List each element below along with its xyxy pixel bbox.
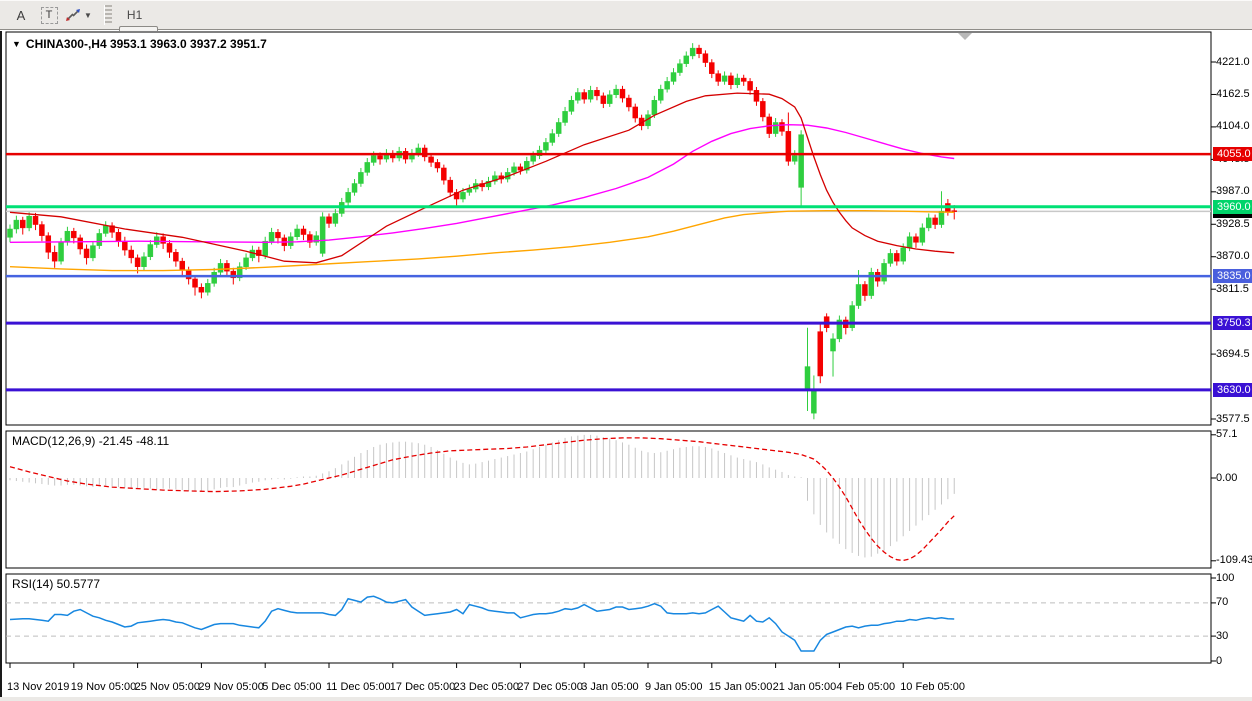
- date-axis-label: 3 Jan 05:00: [581, 681, 639, 693]
- date-axis-label: 25 Nov 05:00: [134, 681, 201, 693]
- chart-canvas[interactable]: [2, 31, 1252, 701]
- rsi-axis-label-100: 100: [1216, 571, 1235, 584]
- rsi-axis-label-0: 0: [1216, 654, 1223, 667]
- date-axis-label: 21 Jan 05:00: [772, 681, 837, 693]
- chart-window: ▼ CHINA300-,H4 3953.1 3963.0 3937.2 3951.…: [0, 31, 1252, 701]
- rsi-axis-label-70: 70: [1216, 596, 1229, 609]
- macd-axis-label--109.43: -109.43: [1216, 554, 1252, 567]
- ma-mid-magenta-line: [9, 123, 955, 244]
- text-tool-button[interactable]: T: [36, 3, 62, 27]
- rsi-panel-frame[interactable]: [5, 573, 1212, 664]
- price-axis-label-4221.0: 4221.0: [1216, 55, 1250, 68]
- price-level-badge-3835.0: 3835.0: [1213, 269, 1252, 284]
- price-axis-label-3577.5: 3577.5: [1216, 412, 1250, 425]
- date-axis-label: 15 Jan 05:00: [708, 681, 773, 693]
- date-axis-label: 27 Dec 05:00: [517, 681, 583, 693]
- date-axis-label: 17 Dec 05:00: [389, 681, 456, 693]
- date-axis-label: 10 Feb 05:00: [900, 681, 966, 693]
- price-axis-label-3928.5: 3928.5: [1216, 217, 1250, 230]
- text-label-tool-icon: A: [16, 7, 26, 23]
- price-axis-label-3987.0: 3987.0: [1216, 185, 1250, 198]
- date-axis-label: 9 Jan 05:00: [645, 681, 703, 693]
- price-level-badge-3750.3: 3750.3: [1213, 316, 1252, 331]
- price-axis-label-3811.5: 3811.5: [1216, 282, 1249, 295]
- price-axis-label-3694.5: 3694.5: [1216, 347, 1250, 360]
- price-axis-label-3870.0: 3870.0: [1216, 250, 1250, 263]
- date-axis-label: 23 Dec 05:00: [453, 681, 520, 693]
- macd-panel[interactable]: [9, 434, 955, 562]
- rsi-panel[interactable]: [6, 595, 1211, 652]
- rsi-line: [9, 595, 955, 652]
- main-price-panel[interactable]: [6, 43, 1211, 420]
- macd-axis-label-0.00: 0.00: [1216, 471, 1238, 484]
- text-label-tool-button[interactable]: A: [8, 3, 34, 27]
- price-level-badge-3960.0: 3960.0: [1213, 199, 1252, 214]
- date-axis-label: 29 Nov 05:00: [198, 681, 264, 693]
- timeframe-button-H1[interactable]: H1: [126, 8, 143, 22]
- date-axis-label: 5 Dec 05:00: [262, 681, 322, 693]
- macd-signal-line: [9, 437, 955, 562]
- ma-fast-red-line: [9, 92, 955, 264]
- price-level-badge-4055.0: 4055.0: [1213, 147, 1252, 162]
- price-axis-label-4104.0: 4104.0: [1216, 120, 1250, 133]
- date-axis-label: 11 Dec 05:00: [326, 681, 391, 693]
- macd-panel-frame[interactable]: [5, 430, 1212, 569]
- text-box-tool-icon: T: [40, 6, 58, 24]
- date-axis-label: 13 Nov 2019: [7, 681, 70, 693]
- price-level-badge-3630.0: 3630.0: [1213, 382, 1252, 397]
- rsi-indicator-label: RSI(14) 50.5777: [12, 577, 101, 591]
- toolbar-grip[interactable]: [103, 5, 112, 25]
- arrows-tool-icon: [66, 9, 80, 21]
- date-axis-label: 19 Nov 05:00: [70, 681, 137, 693]
- ma-slow-orange-line: [9, 209, 955, 272]
- arrows-tool-button[interactable]: ▼: [64, 3, 93, 27]
- dropdown-triangle-icon: ▼: [12, 39, 21, 49]
- price-axis-label-4162.5: 4162.5: [1216, 87, 1250, 100]
- chevron-down-icon: ▼: [84, 10, 92, 20]
- rsi-axis-label-30: 30: [1216, 629, 1229, 642]
- macd-indicator-label: MACD(12,26,9) -21.45 -48.11: [12, 434, 170, 448]
- date-axis-label: 4 Feb 05:00: [836, 681, 896, 693]
- window-bottom-strip: [0, 697, 1252, 701]
- main-panel-frame[interactable]: [5, 31, 1212, 426]
- chart-symbol-title: ▼ CHINA300-,H4 3953.1 3963.0 3937.2 3951.…: [12, 37, 267, 51]
- toolbar: A T ▼ M1M5M15M30H1H4D1W1MN: [0, 0, 1252, 110]
- candlestick-series: [7, 43, 957, 420]
- macd-axis-label-57.1: 57.1: [1216, 428, 1238, 441]
- chart-shift-marker[interactable]: [958, 33, 972, 40]
